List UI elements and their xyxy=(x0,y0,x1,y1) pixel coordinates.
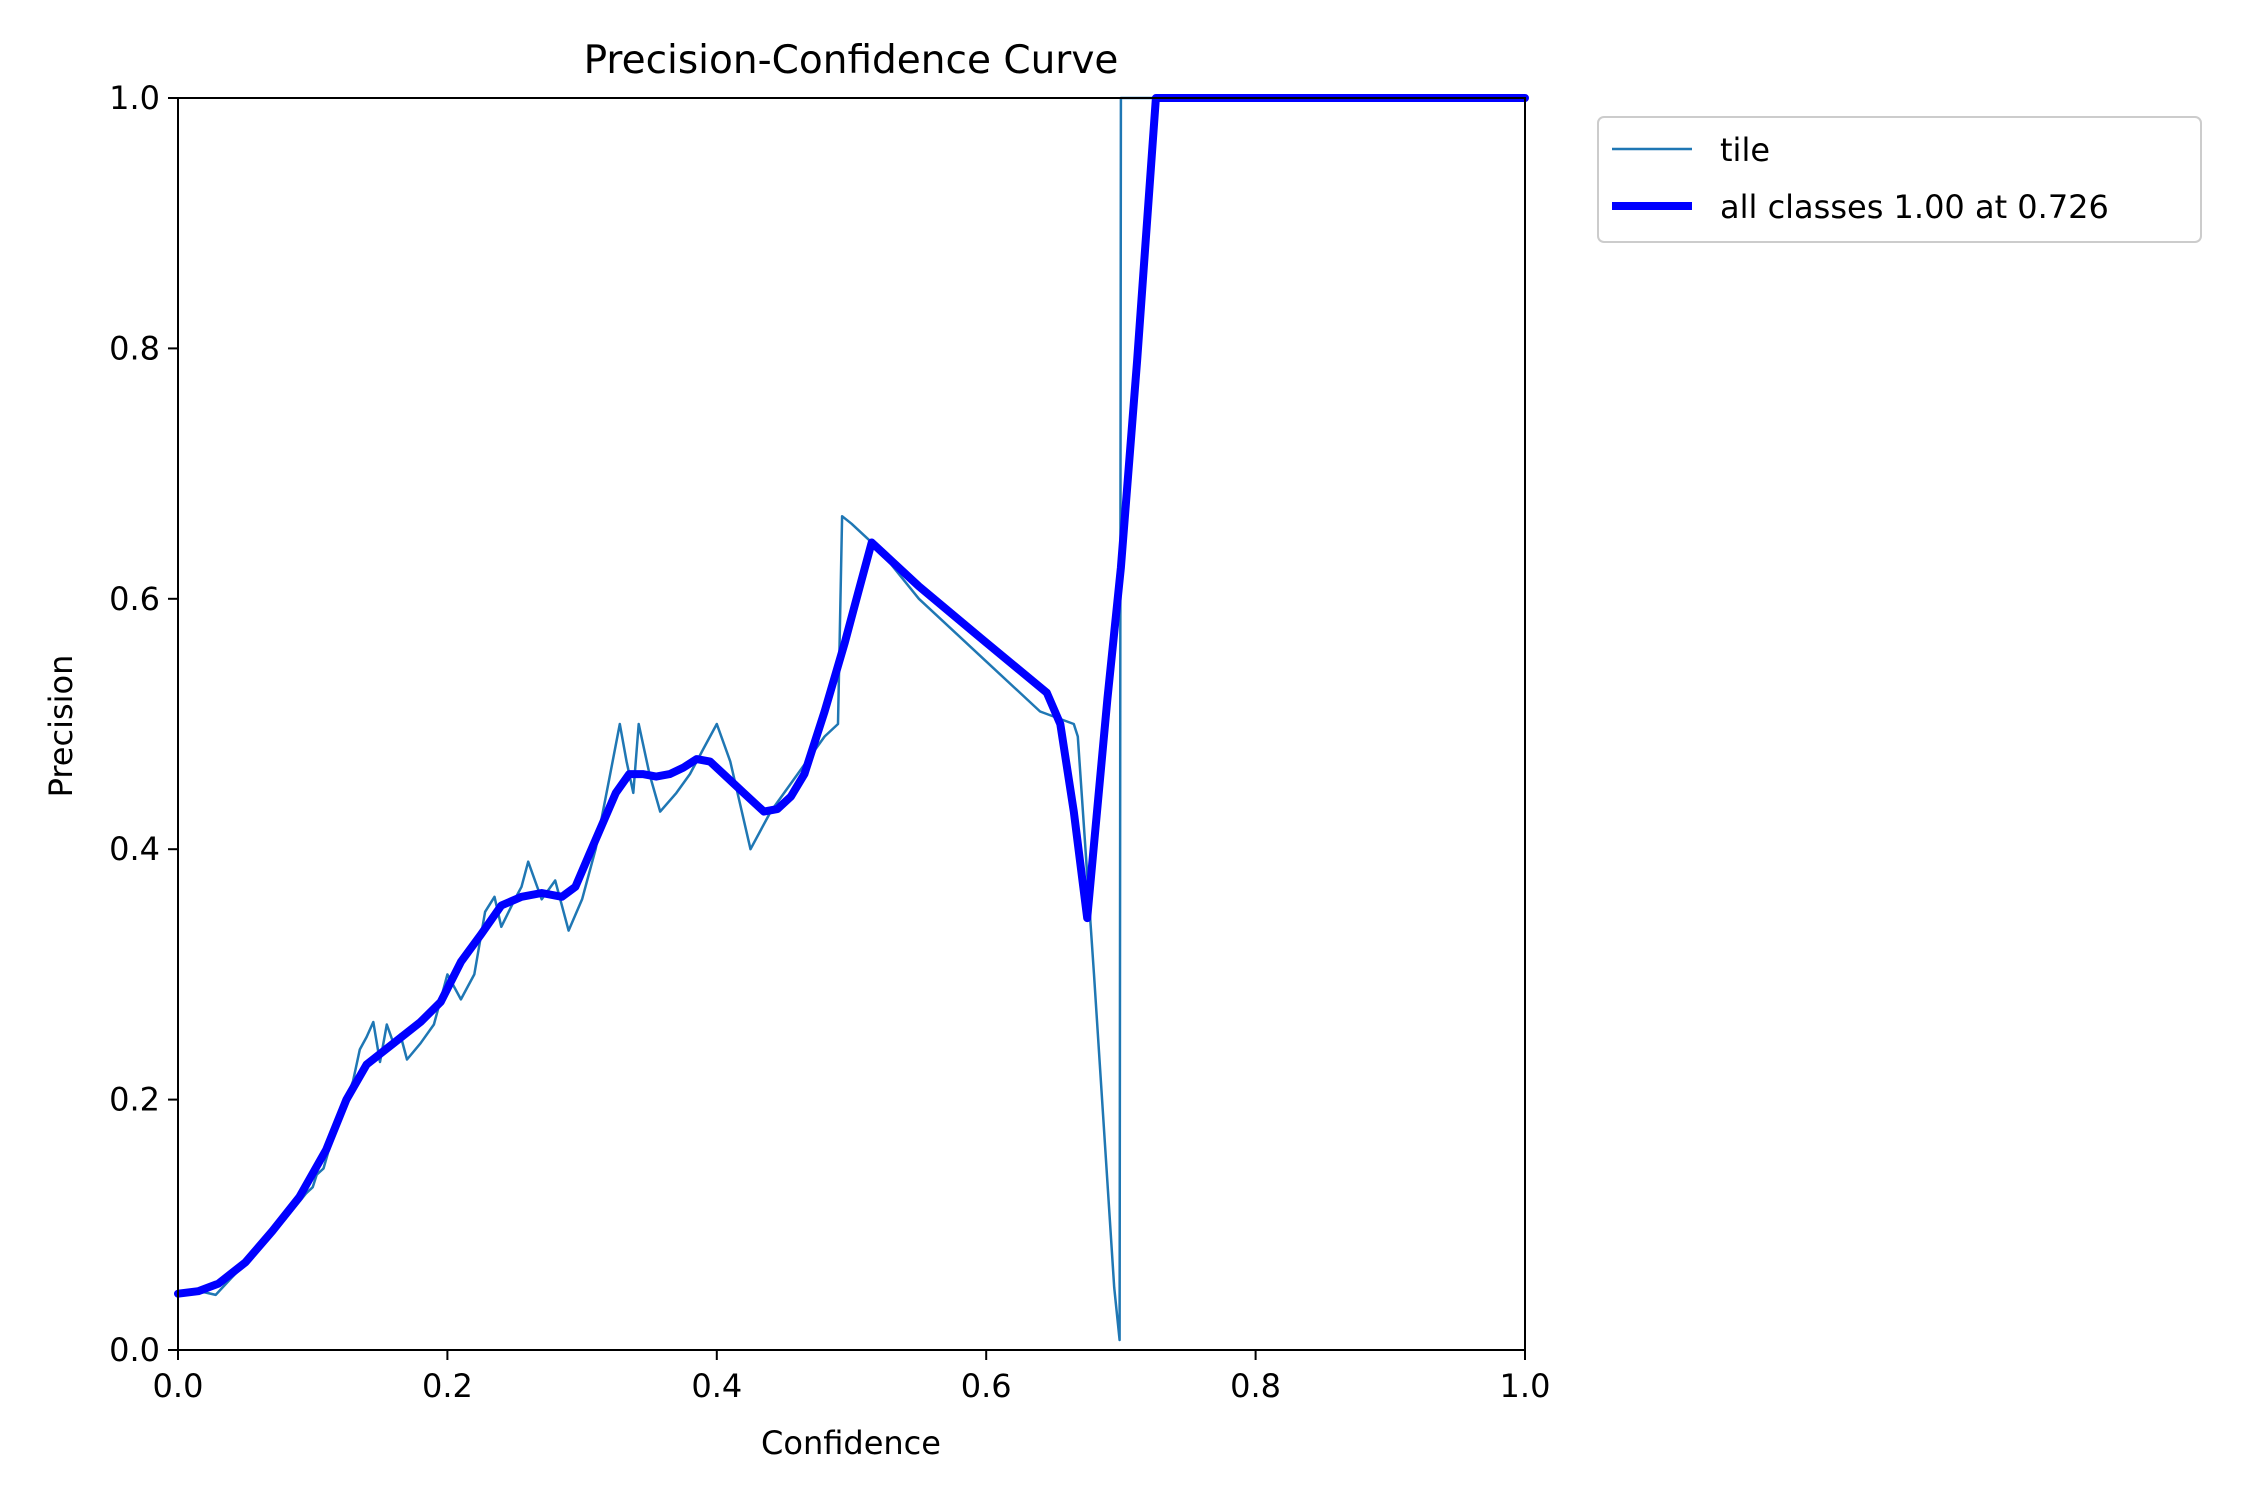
legend-label-tile: tile xyxy=(1720,131,1770,169)
y-axis-ticks: 0.0 0.2 0.4 0.6 0.8 1.0 xyxy=(109,79,178,1369)
x-tick-label: 1.0 xyxy=(1500,1367,1551,1405)
legend-box xyxy=(1597,116,2202,243)
x-axis-label: Confidence xyxy=(761,1424,941,1462)
x-tick-label: 0.8 xyxy=(1230,1367,1281,1405)
x-tick-label: 0.6 xyxy=(961,1367,1012,1405)
x-tick-label: 0.0 xyxy=(153,1367,204,1405)
y-tick-label: 1.0 xyxy=(109,79,160,117)
x-tick-label: 0.4 xyxy=(691,1367,742,1405)
y-tick-label: 0.0 xyxy=(109,1331,160,1369)
x-axis-ticks: 0.0 0.2 0.4 0.6 0.8 1.0 xyxy=(153,1350,1551,1405)
y-tick-label: 0.6 xyxy=(109,580,160,618)
legend-label-all-classes: all classes 1.00 at 0.726 xyxy=(1720,188,2109,226)
chart-title: Precision-Confidence Curve xyxy=(584,38,1119,83)
y-tick-label: 0.4 xyxy=(109,830,160,868)
axes-frame xyxy=(177,97,1526,1351)
y-tick-label: 0.2 xyxy=(109,1081,160,1119)
series-line-all-classes xyxy=(174,94,1529,1298)
x-tick-label: 0.2 xyxy=(422,1367,473,1405)
y-axis-label: Precision xyxy=(42,655,80,798)
y-tick-label: 0.8 xyxy=(109,329,160,367)
legend: tile all classes 1.00 at 0.726 xyxy=(1597,116,2202,243)
plot-area xyxy=(174,94,1529,1342)
